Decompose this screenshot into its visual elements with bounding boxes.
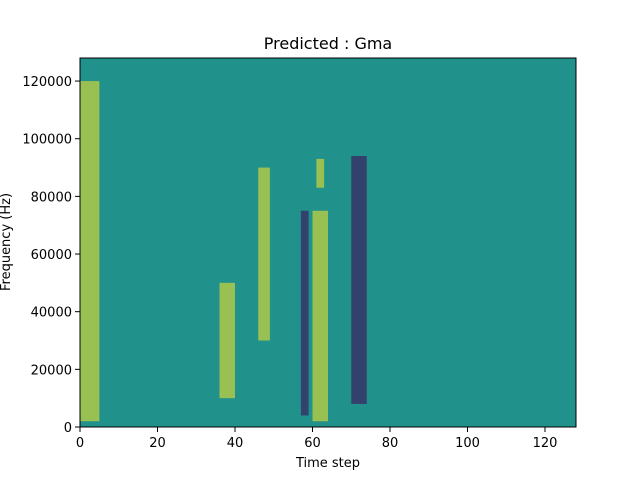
x-tick-label: 40 [227, 436, 244, 451]
y-tick-label: 40000 [31, 306, 72, 321]
y-tick-label: 80000 [31, 190, 72, 205]
heatmap-band [316, 158, 325, 188]
x-tick-label: 60 [304, 436, 321, 451]
chart-title: Predicted : Gma [264, 34, 392, 53]
x-tick-label: 80 [382, 436, 399, 451]
plot-area [79, 57, 577, 428]
heatmap-band [351, 156, 367, 404]
x-tick-label: 20 [149, 436, 166, 451]
heatmap-band [312, 210, 328, 422]
heatmap-band [219, 282, 235, 399]
y-tick-label: 60000 [31, 248, 72, 263]
y-tick-label: 120000 [22, 75, 72, 90]
x-axis-label: Time step [295, 456, 360, 471]
x-tick-label: 100 [455, 436, 480, 451]
y-axis-label: Frequency (Hz) [0, 193, 14, 291]
y-tick-label: 20000 [31, 363, 72, 378]
x-tick-label: 0 [76, 436, 84, 451]
x-tick-label: 120 [533, 436, 558, 451]
y-tick-label: 0 [64, 421, 72, 436]
heatmap-band [80, 81, 100, 422]
plot-frame [79, 57, 577, 428]
y-tick-label: 100000 [22, 133, 72, 148]
heatmap-band [300, 210, 309, 416]
y-axis: 0 20000 40000 60000 80000 100000 120000 [22, 75, 80, 436]
x-axis: 0 20 40 60 80 100 120 [76, 427, 558, 451]
heatmap-band [258, 167, 270, 341]
